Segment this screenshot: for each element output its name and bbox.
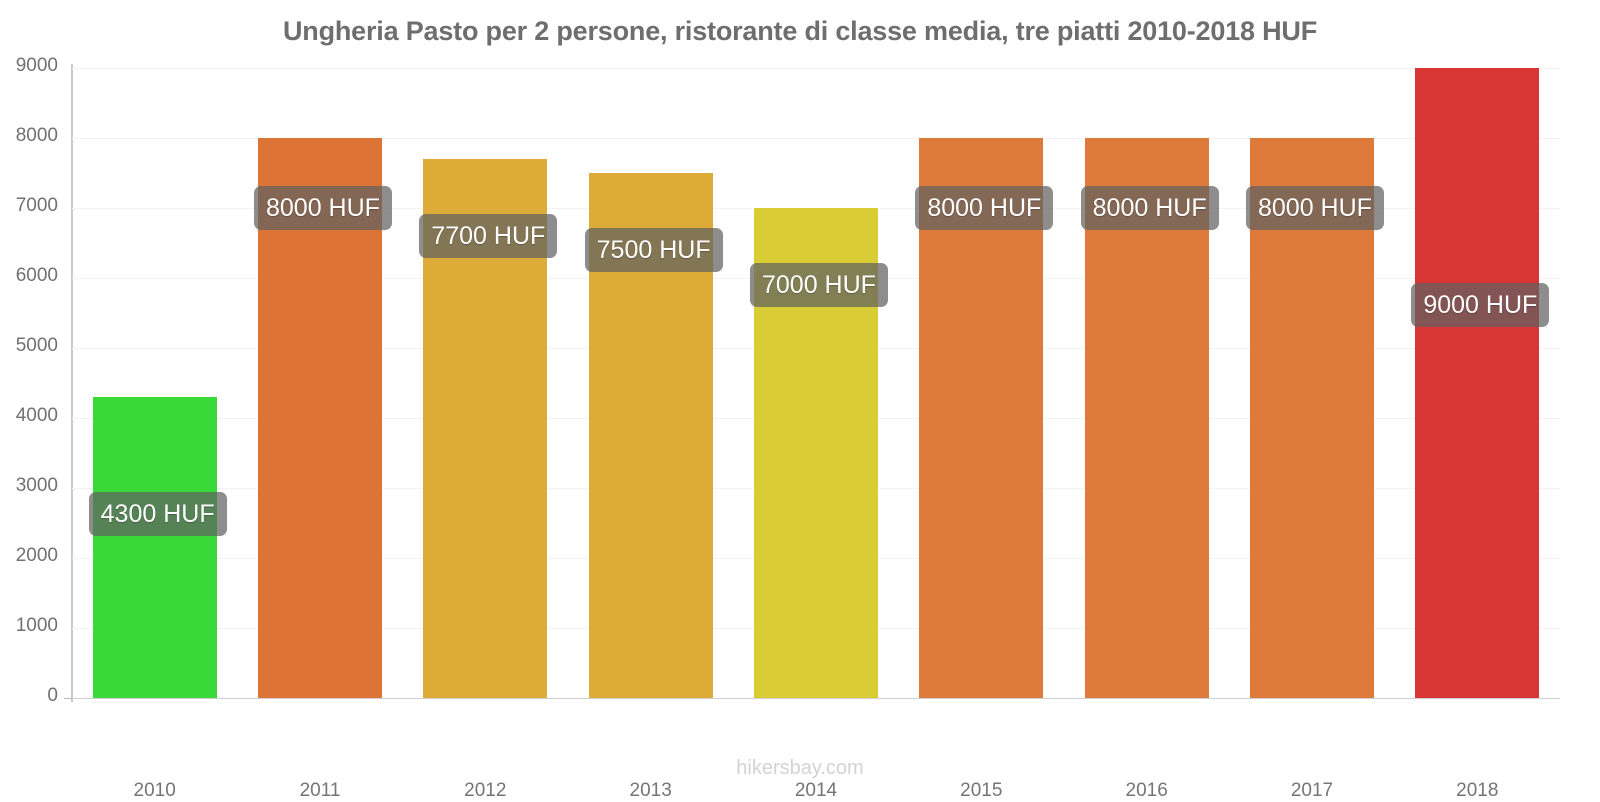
gridline [72,138,1560,139]
x-axis-tick-label-2015: 2015 [960,780,1003,801]
data-label-2012: 7700 HUF [419,214,558,258]
y-axis-tick-label: 0 [47,685,58,706]
x-axis-tick-label-2017: 2017 [1290,780,1334,801]
data-label-2015: 8000 HUF [915,186,1054,230]
y-axis-tick-label: 5000 [15,335,58,356]
y-axis-tick-label: 3000 [15,475,58,496]
data-label-2016: 8000 HUF [1080,186,1219,230]
x-axis-tick-label-2010: 2010 [133,780,176,801]
bar-2015[interactable] [919,138,1044,698]
x-axis-tick-label-2011: 2011 [299,780,341,801]
bar-2011[interactable] [258,138,382,698]
bar-2017[interactable] [1250,138,1374,698]
bar-2018[interactable] [1415,68,1540,698]
data-label-2011: 8000 HUF [254,186,392,230]
x-axis-tick-label-2013: 2013 [629,780,672,801]
y-axis-tick-label: 6000 [15,265,58,286]
y-axis-tick-label: 4000 [15,405,58,426]
source-watermark: hikersbay.com [736,757,864,779]
y-axis-tick-label: 1000 [15,615,58,636]
x-axis-tick-label-2016: 2016 [1125,780,1168,801]
bar-2016[interactable] [1084,138,1209,698]
x-axis-tick-label-2014: 2014 [794,780,838,801]
data-label-2014: 7000 HUF [750,263,888,307]
gridline [72,68,1560,69]
data-label-2013: 7500 HUF [584,228,723,272]
y-axis-tick-label: 2000 [15,545,58,566]
data-label-2010: 4300 HUF [88,492,227,536]
x-axis-tick-label-2018: 2018 [1456,780,1499,801]
y-axis-tick-label: 7000 [15,195,58,216]
bar-2010[interactable] [92,397,217,698]
y-axis-tick-label: 9000 [15,55,58,76]
x-axis-tick-label-2012: 2012 [464,780,507,801]
y-axis-tick-mark [64,698,72,699]
plot-area: 4300 HUF 8000 HUF 7700 HUF 7500 HUF 7000 HUF… [72,68,1560,801]
x-axis-baseline [72,698,1560,699]
data-label-2017: 8000 HUF [1246,186,1384,230]
data-label-2018: 9000 HUF [1411,283,1550,327]
chart-title: Ungheria Pasto per 2 persone, ristorante… [283,16,1317,46]
y-axis-line [71,64,73,702]
y-axis-tick-label: 8000 [15,125,58,146]
